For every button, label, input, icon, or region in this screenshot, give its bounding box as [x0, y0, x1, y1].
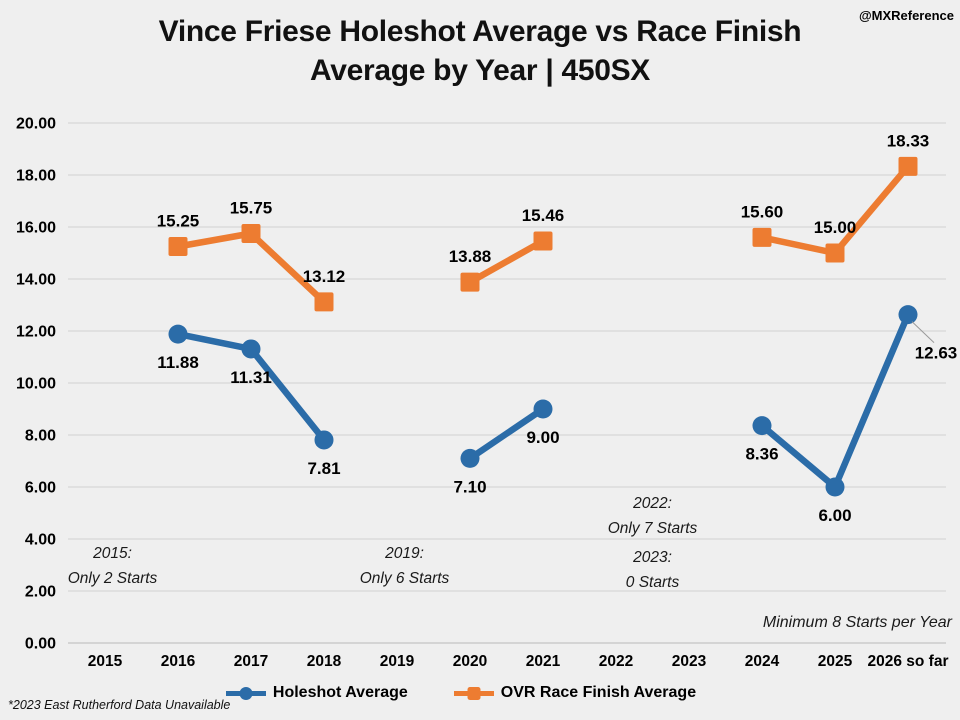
- data-point-marker: [898, 305, 918, 325]
- watermark-handle: @MXReference: [858, 8, 954, 23]
- data-point-marker: [825, 243, 845, 263]
- data-point-label: 15.75: [230, 199, 273, 218]
- legend-label-holeshot: Holeshot Average: [272, 684, 408, 701]
- y-axis-tick-label: 18.00: [16, 168, 56, 185]
- data-point-marker: [241, 339, 261, 359]
- chart-legend: Holeshot Average OVR Race Finish Average: [0, 684, 940, 702]
- x-axis-tick-label: 2022: [599, 653, 633, 670]
- data-point-label: 11.88: [157, 353, 199, 372]
- x-axis-tick-label: 2021: [526, 653, 561, 670]
- x-axis-tick-label: 2023: [672, 653, 707, 670]
- chart-title: Vince Friese Holeshot Average vs Race Fi…: [158, 15, 802, 87]
- data-point-label: 7.10: [453, 477, 486, 496]
- y-axis-tick-label: 14.00: [16, 272, 56, 289]
- annotation-2015-starts: 2015: Only 2 Starts: [67, 545, 158, 587]
- y-axis-tick-label: 4.00: [25, 532, 56, 549]
- series-line-0: [466, 405, 547, 462]
- data-point-label: 7.81: [307, 459, 340, 478]
- x-axis-tick-label: 2026 so far: [868, 653, 949, 670]
- data-point-label: 11.31: [230, 368, 272, 387]
- data-point-marker: [314, 430, 334, 450]
- data-point-label: 9.00: [526, 428, 559, 447]
- data-point-label: 8.36: [745, 445, 778, 464]
- data-point-marker: [168, 324, 188, 344]
- y-axis-tick-label: 12.00: [16, 324, 56, 341]
- annotation-2023-starts: 2023: 0 Starts: [625, 549, 680, 591]
- x-axis-tick-label: 2020: [453, 653, 487, 670]
- y-axis-tick-label: 2.00: [25, 584, 56, 601]
- data-point-label: 15.25: [157, 212, 200, 231]
- finish-line-marker-icon: [453, 686, 494, 700]
- data-point-marker: [825, 477, 845, 497]
- data-point-label: 15.00: [814, 218, 857, 237]
- series-line-0: [758, 311, 912, 491]
- data-point-label: 13.88: [449, 247, 492, 266]
- series-line-1: [466, 237, 547, 286]
- series-line-1: [758, 163, 912, 257]
- annotation-2022-starts: 2022: Only 7 Starts: [607, 495, 698, 537]
- x-axis-tick-label: 2024: [745, 653, 780, 670]
- x-axis-tick-label: 2017: [234, 653, 268, 670]
- data-point-label: 13.12: [303, 267, 346, 286]
- holeshot-line-marker-icon: [225, 686, 266, 700]
- annotation-2019-starts: 2019: Only 6 Starts: [359, 545, 450, 587]
- x-axis-tick-label: 2025: [818, 653, 853, 670]
- data-point-label: 15.60: [741, 202, 784, 221]
- legend-label-finish: OVR Race Finish Average: [500, 684, 697, 701]
- y-axis-tick-label: 0.00: [25, 636, 56, 653]
- data-point-marker: [241, 224, 261, 243]
- label-leader-line: [911, 321, 935, 343]
- data-point-marker: [752, 227, 772, 247]
- y-axis-tick-label: 20.00: [16, 116, 56, 133]
- x-axis-tick-label: 2019: [380, 653, 415, 670]
- data-point-marker: [314, 292, 334, 312]
- annotation-minimum-starts: Minimum 8 Starts per Year: [762, 614, 952, 631]
- legend-item-finish: OVR Race Finish Average: [452, 684, 696, 702]
- data-point-marker: [460, 448, 480, 468]
- footnote: *2023 East Rutherford Data Unavailable: [8, 698, 231, 712]
- x-axis-tick-label: 2016: [161, 653, 196, 670]
- data-point-marker: [898, 156, 918, 176]
- y-axis-tick-label: 6.00: [25, 480, 56, 497]
- data-point-label: 12.63: [915, 344, 958, 363]
- data-point-label: 6.00: [818, 506, 851, 525]
- y-axis-tick-label: 8.00: [25, 428, 56, 445]
- x-axis-tick-label: 2018: [307, 653, 342, 670]
- data-point-marker: [168, 237, 188, 256]
- data-point-marker: [533, 231, 553, 251]
- y-axis-tick-label: 10.00: [16, 376, 56, 393]
- x-axis-tick-label: 2015: [88, 653, 123, 670]
- data-point-marker: [460, 272, 480, 292]
- data-point-label: 18.33: [887, 131, 930, 150]
- legend-item-holeshot: Holeshot Average: [224, 684, 408, 702]
- data-point-marker: [752, 416, 772, 436]
- data-point-marker: [533, 399, 553, 419]
- y-axis-tick-label: 16.00: [16, 220, 56, 237]
- data-point-label: 15.46: [522, 206, 565, 225]
